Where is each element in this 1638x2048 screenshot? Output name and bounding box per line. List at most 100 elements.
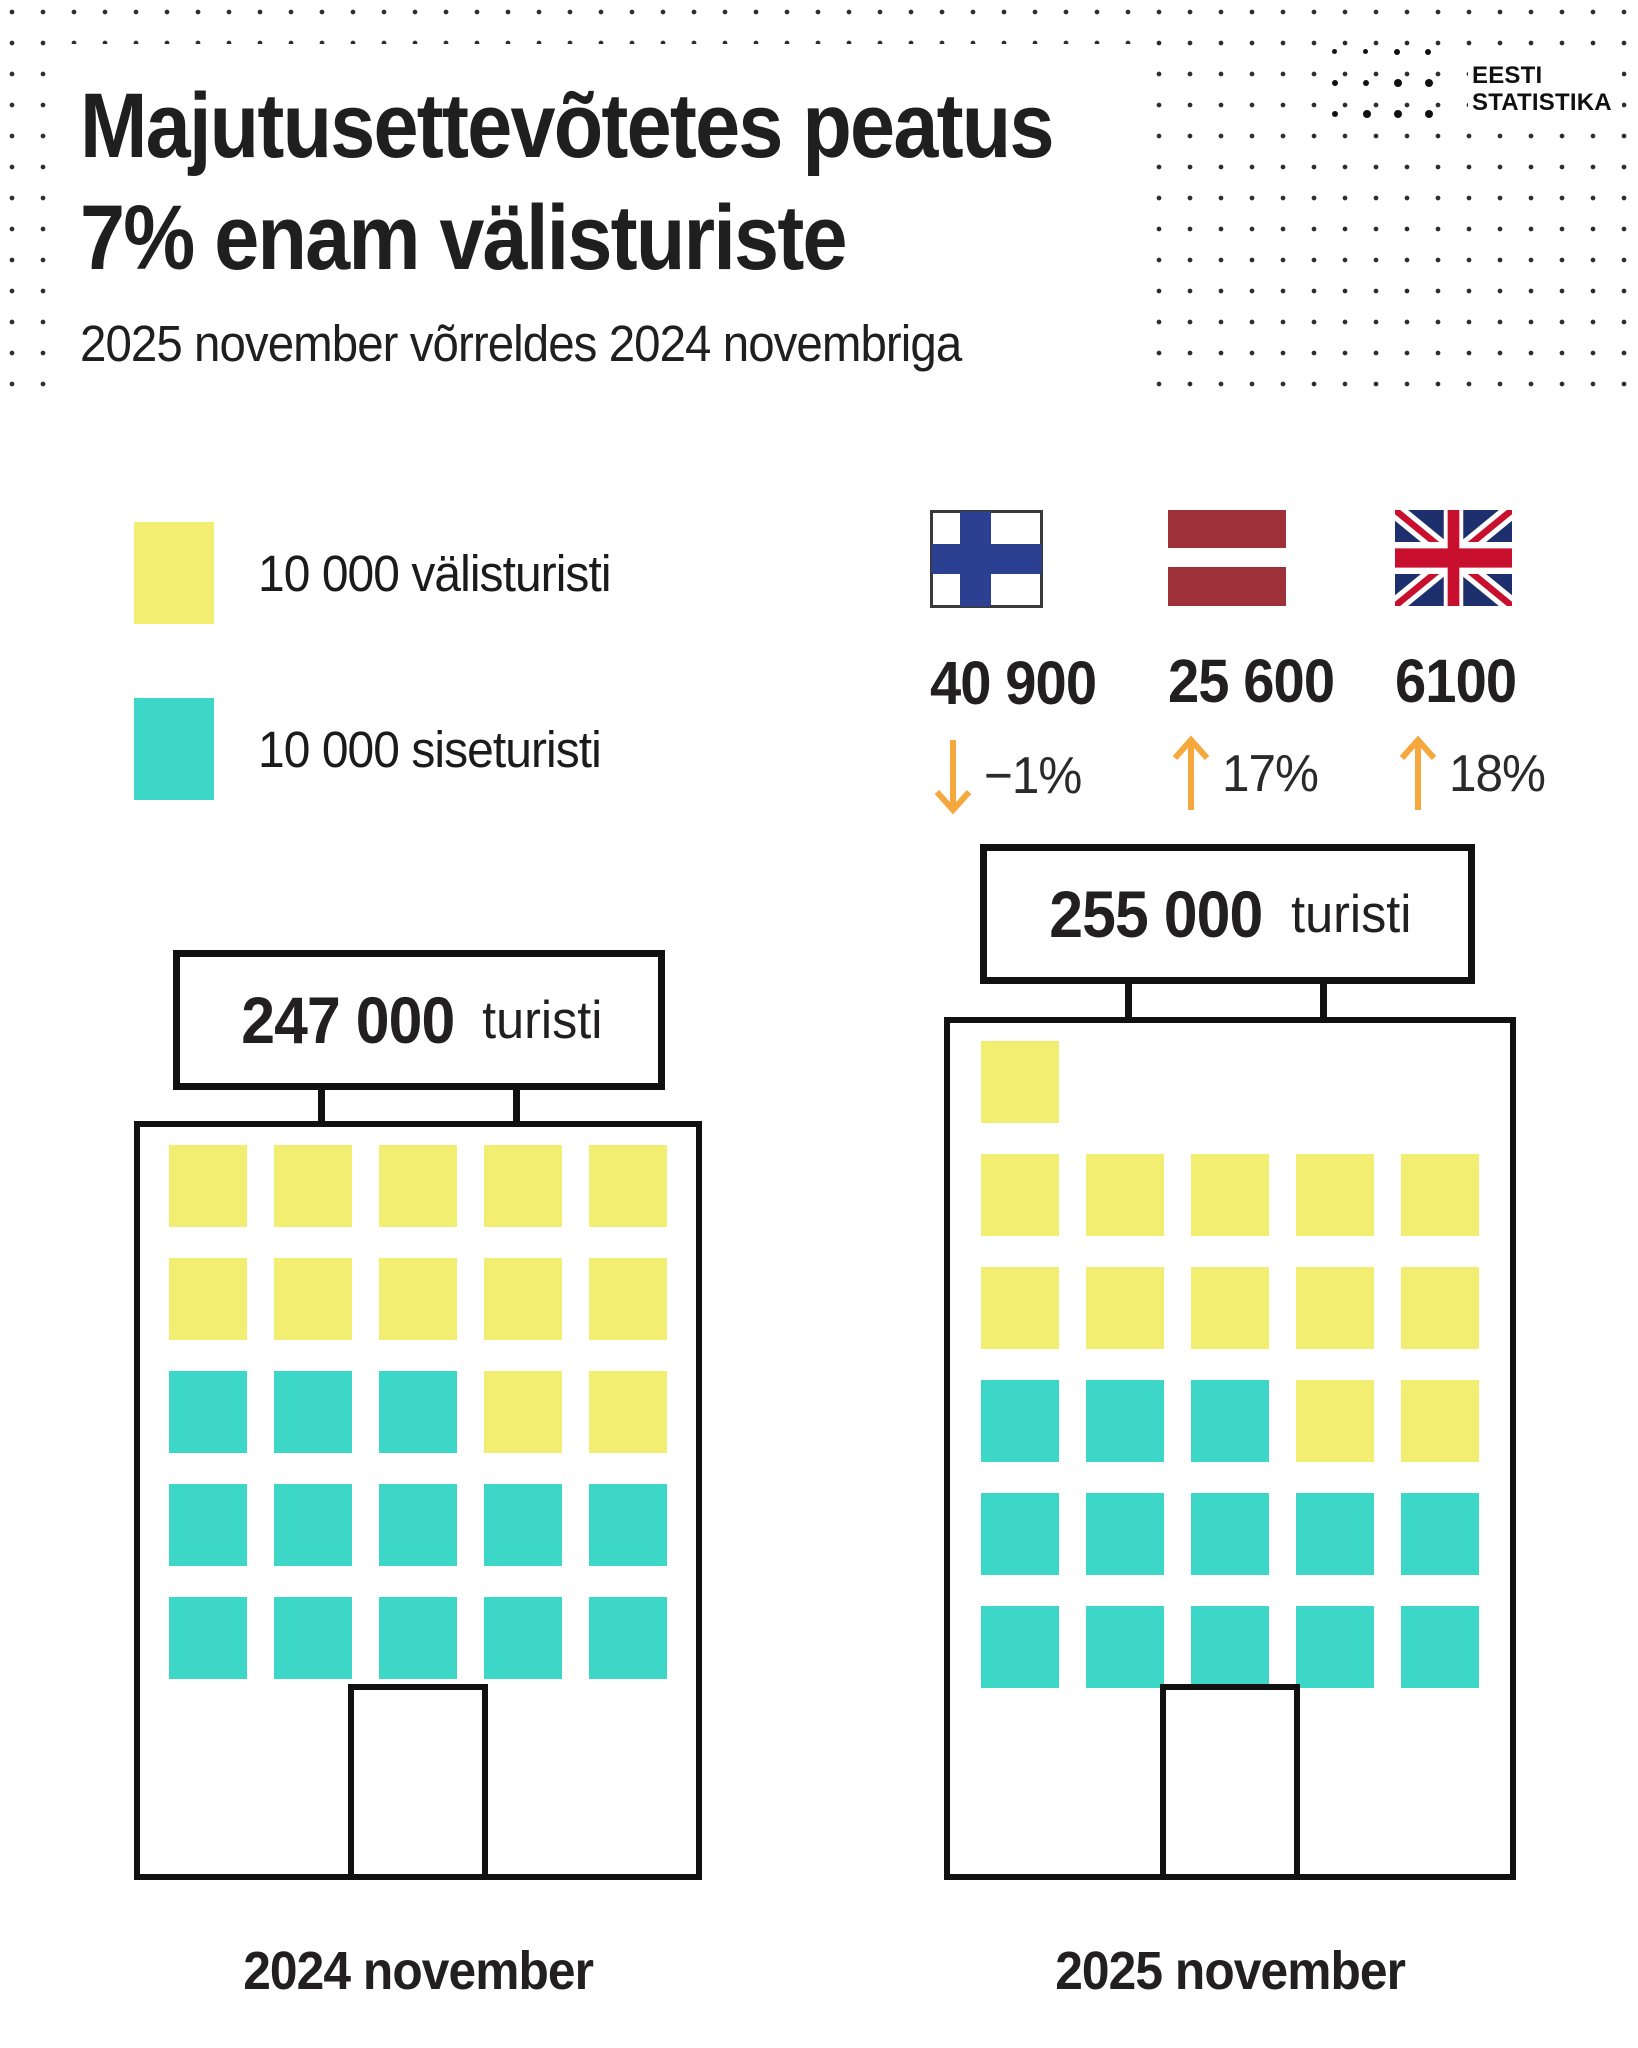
country-callout-latvia: 25 600 17% — [1168, 510, 1348, 816]
foreign-tourist-square — [274, 1145, 352, 1227]
foreign-tourist-square — [1401, 1154, 1479, 1236]
domestic-tourist-square — [274, 1597, 352, 1679]
sign-post — [513, 1088, 520, 1128]
building-label-text: 2025 november — [1055, 1941, 1406, 2001]
domestic-tourist-square — [981, 1606, 1059, 1688]
arrow-up-icon — [1399, 735, 1437, 810]
foreign-tourist-square — [274, 1258, 352, 1340]
foreign-tourist-square — [1401, 1380, 1479, 1462]
domestic-tourist-square — [484, 1484, 562, 1566]
foreign-tourist-square — [1296, 1154, 1374, 1236]
total-unit-2024: turisti — [482, 990, 603, 1050]
title-block: Majutusettevõtetes peatus 7% enam välist… — [58, 44, 1132, 402]
building-door — [348, 1684, 488, 1874]
logo-dots-icon — [1332, 36, 1456, 129]
foreign-tourist-square — [1086, 1267, 1164, 1349]
sign-post — [318, 1088, 325, 1128]
arrow-up-icon — [1172, 735, 1210, 810]
foreign-tourist-square — [589, 1145, 667, 1227]
domestic-tourist-square — [589, 1484, 667, 1566]
domestic-tourist-square — [1191, 1606, 1269, 1688]
domestic-tourist-square — [379, 1484, 457, 1566]
tourist-square-grid-2025 — [950, 1023, 1510, 1688]
domestic-tourist-square — [1086, 1606, 1164, 1688]
arrow-down-icon — [934, 740, 972, 815]
foreign-tourist-square — [484, 1371, 562, 1453]
building-label-text: 2024 november — [243, 1941, 594, 2001]
foreign-tourist-square — [1296, 1267, 1374, 1349]
foreign-tourist-square — [169, 1258, 247, 1340]
page-title-line-2: 7% enam välisturiste — [80, 187, 848, 289]
legend-label-domestic: 10 000 siseturisti — [258, 720, 602, 778]
domestic-tourist-swatch — [134, 698, 214, 800]
foreign-tourist-square — [1401, 1267, 1479, 1349]
building-2024 — [134, 1121, 702, 1880]
domestic-tourist-square — [1191, 1493, 1269, 1575]
uk-value: 6100 — [1395, 647, 1517, 715]
foreign-tourist-square — [981, 1041, 1059, 1123]
domestic-tourist-square — [589, 1597, 667, 1679]
foreign-tourist-square — [1191, 1154, 1269, 1236]
legend-label-foreign: 10 000 välisturisti — [258, 544, 611, 602]
domestic-tourist-square — [981, 1380, 1059, 1462]
foreign-tourist-square — [379, 1145, 457, 1227]
finland-change-row: −1% — [930, 734, 1087, 818]
latvia-change-row: 17% — [1168, 732, 1323, 816]
domestic-tourist-square — [1296, 1606, 1374, 1688]
uk-flag-icon — [1395, 510, 1512, 606]
sign-post — [1320, 982, 1327, 1022]
domestic-tourist-square — [169, 1484, 247, 1566]
latvia-value: 25 600 — [1168, 647, 1335, 715]
country-callout-finland: 40 900 −1% — [930, 510, 1110, 818]
page-subtitle: 2025 november võrreldes 2024 novembriga — [80, 315, 962, 372]
domestic-tourist-square — [484, 1597, 562, 1679]
domestic-tourist-square — [274, 1484, 352, 1566]
domestic-tourist-square — [379, 1371, 457, 1453]
tourist-square-grid-2024 — [140, 1127, 696, 1679]
total-value-2025: 255 000 — [1049, 877, 1264, 951]
foreign-tourist-swatch — [134, 522, 214, 624]
foreign-tourist-square — [589, 1371, 667, 1453]
sign-post — [1125, 982, 1132, 1022]
total-sign-2024: 247 000 turisti — [173, 950, 665, 1090]
country-callout-uk: 6100 18% — [1395, 510, 1575, 816]
domestic-tourist-square — [1401, 1606, 1479, 1688]
logo-text: EESTI STATISTIKA — [1468, 58, 1622, 120]
domestic-tourist-square — [1086, 1380, 1164, 1462]
finland-change-percent: −1% — [984, 747, 1082, 805]
domestic-tourist-square — [1296, 1493, 1374, 1575]
foreign-tourist-square — [484, 1145, 562, 1227]
page-title-line-1: Majutusettevõtetes peatus — [80, 75, 1055, 177]
logo-text-line-2: STATISTIKA — [1472, 89, 1612, 116]
foreign-tourist-square — [1086, 1154, 1164, 1236]
logo-text-line-1: EESTI — [1472, 62, 1543, 89]
finland-value: 40 900 — [930, 649, 1097, 717]
foreign-tourist-square — [981, 1154, 1059, 1236]
legend-item-foreign: 10 000 välisturisti — [134, 522, 633, 624]
eesti-statistika-logo: EESTI STATISTIKA — [1332, 36, 1622, 129]
domestic-tourist-square — [379, 1597, 457, 1679]
foreign-tourist-square — [1296, 1380, 1374, 1462]
building-2025 — [944, 1017, 1516, 1880]
domestic-tourist-square — [1191, 1380, 1269, 1462]
foreign-tourist-square — [589, 1258, 667, 1340]
total-sign-2025: 255 000 turisti — [980, 844, 1475, 984]
building-label-2025: 2025 november — [944, 1936, 1516, 2006]
foreign-tourist-square — [379, 1258, 457, 1340]
legend-item-domestic: 10 000 siseturisti — [134, 698, 623, 800]
domestic-tourist-square — [1086, 1493, 1164, 1575]
building-label-2024: 2024 november — [134, 1936, 702, 2006]
uk-change-percent: 18% — [1449, 745, 1546, 803]
latvia-flag-icon — [1168, 510, 1286, 606]
domestic-tourist-square — [1401, 1493, 1479, 1575]
domestic-tourist-square — [169, 1371, 247, 1453]
latvia-change-percent: 17% — [1222, 745, 1319, 803]
domestic-tourist-square — [169, 1597, 247, 1679]
total-value-2024: 247 000 — [241, 983, 455, 1057]
uk-change-row: 18% — [1395, 732, 1550, 816]
domestic-tourist-square — [981, 1493, 1059, 1575]
foreign-tourist-square — [1191, 1267, 1269, 1349]
foreign-tourist-square — [981, 1267, 1059, 1349]
finland-flag-icon — [930, 510, 1043, 608]
